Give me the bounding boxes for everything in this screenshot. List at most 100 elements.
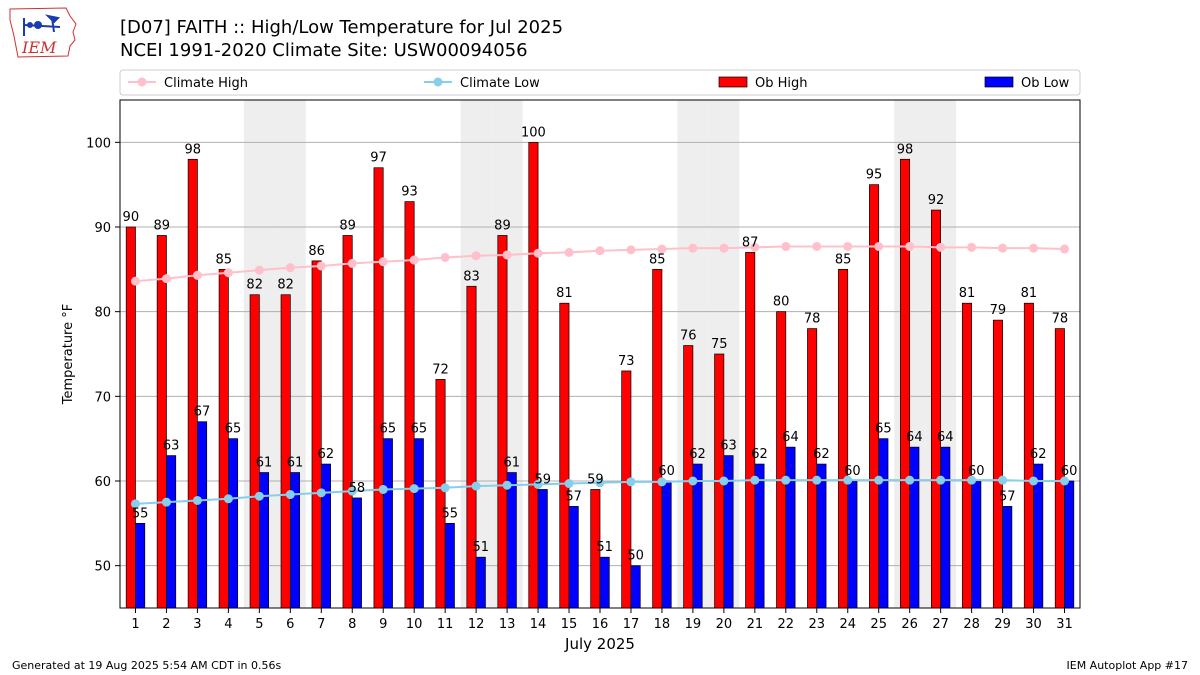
climate-high-point <box>750 242 760 252</box>
ob-low-value-label: 50 <box>627 549 644 564</box>
ob-low-value-label: 62 <box>1030 447 1047 462</box>
ob-high-bar <box>342 235 353 609</box>
climate-high-legend-label: Climate High <box>164 76 248 91</box>
ob-low-value-label: 51 <box>596 540 613 555</box>
ob-low-bar <box>135 522 146 609</box>
ob-high-value-label: 89 <box>339 218 356 233</box>
ob-high-bar <box>807 328 818 609</box>
ob-low-value-label: 61 <box>256 456 273 471</box>
ob-high-value-label: 97 <box>370 151 387 166</box>
climate-low-point <box>223 494 233 504</box>
legend-box <box>119 69 1081 96</box>
ob-low-bar <box>909 446 920 609</box>
climate-low-point <box>936 475 946 485</box>
x-tick-label: 29 <box>994 617 1011 632</box>
ob-low-bar <box>816 463 827 609</box>
ob-low-value-label: 65 <box>411 422 428 437</box>
ob-high-value-label: 92 <box>928 193 945 208</box>
climate-low-point <box>378 484 388 494</box>
ob-high-legend-swatch <box>718 76 748 88</box>
y-tick-label: 80 <box>94 306 111 321</box>
ob-low-bar <box>320 463 331 609</box>
ob-high-bar <box>249 294 260 609</box>
climate-low-legend-label: Climate Low <box>460 76 540 91</box>
ob-low-bar <box>568 506 579 609</box>
climate-high-point <box>471 251 481 261</box>
ob-low-value-label: 55 <box>132 506 149 521</box>
climate-low-point <box>781 475 791 485</box>
y-axis-label: Temperature °F <box>61 304 76 405</box>
ob-high-value-label: 76 <box>680 329 697 344</box>
ob-high-bar <box>776 311 787 609</box>
weather-station-icon <box>23 14 61 36</box>
x-tick-label: 2 <box>162 617 170 632</box>
ob-low-bar <box>878 438 889 609</box>
climate-low-point <box>564 479 574 489</box>
ob-low-value-label: 62 <box>813 447 830 462</box>
ob-high-value-label: 85 <box>649 252 666 267</box>
climate-high-point <box>595 246 605 256</box>
climate-high-point <box>1060 244 1070 254</box>
climate-high-point <box>719 243 729 253</box>
ob-high-value-label: 87 <box>742 235 759 250</box>
x-tick-label: 12 <box>468 617 485 632</box>
y-tick-label: 60 <box>94 475 111 490</box>
x-tick-label: 26 <box>901 617 918 632</box>
ob-low-bar <box>754 463 765 609</box>
ob-high-value-label: 78 <box>804 312 821 327</box>
ob-high-bar <box>218 268 229 609</box>
generated-footer: Generated at 19 Aug 2025 5:54 AM CDT in … <box>12 659 282 672</box>
ob-low-value-label: 65 <box>875 422 892 437</box>
ob-low-bar <box>847 480 858 609</box>
climate-high-point <box>936 242 946 252</box>
chart-subtitle: NCEI 1991-2020 Climate Site: USW00094056 <box>120 40 528 61</box>
climate-high-point <box>626 245 636 255</box>
ob-low-value-label: 60 <box>1061 464 1078 479</box>
x-tick-label: 15 <box>561 617 578 632</box>
climate-high-point <box>409 255 419 265</box>
x-tick-label: 23 <box>809 617 826 632</box>
ob-low-legend-label: Ob Low <box>1021 76 1070 91</box>
x-tick-label: 3 <box>193 617 201 632</box>
ob-low-bar <box>506 472 517 609</box>
ob-high-value-label: 90 <box>123 210 140 225</box>
ob-high-value-label: 83 <box>463 269 480 284</box>
ob-low-value-label: 62 <box>318 447 335 462</box>
ob-low-bar <box>940 446 951 609</box>
ob-low-value-label: 64 <box>906 430 923 445</box>
ob-low-bar <box>661 480 672 609</box>
climate-low-point <box>905 475 915 485</box>
ob-high-bar <box>900 158 911 609</box>
x-tick-label: 4 <box>224 617 232 632</box>
x-tick-label: 30 <box>1025 617 1042 632</box>
climate-high-point <box>688 243 698 253</box>
climate-high-point <box>378 257 388 267</box>
ob-low-value-label: 61 <box>503 456 520 471</box>
x-tick-label: 14 <box>530 617 547 632</box>
ob-high-bar <box>992 319 1003 609</box>
climate-high-point <box>812 241 822 251</box>
x-tick-label: 8 <box>348 617 356 632</box>
ob-low-bar <box>413 438 424 609</box>
ob-high-value-label: 95 <box>866 168 883 183</box>
x-tick-label: 13 <box>499 617 516 632</box>
climate-low-point <box>874 475 884 485</box>
climate-high-point <box>905 241 915 251</box>
climate-high-point <box>347 258 357 268</box>
ob-high-value-label: 81 <box>959 286 976 301</box>
climate-low-point <box>130 499 140 509</box>
ob-high-value-label: 85 <box>215 252 232 267</box>
app-footer: IEM Autoplot App #17 <box>1066 659 1189 672</box>
x-tick-label: 24 <box>839 617 856 632</box>
ob-low-value-label: 57 <box>565 489 582 504</box>
ob-low-value-label: 65 <box>380 422 397 437</box>
ob-low-value-label: 57 <box>999 489 1016 504</box>
climate-low-point <box>533 479 543 489</box>
ob-high-value-label: 73 <box>618 354 635 369</box>
ob-low-value-label: 67 <box>194 405 211 420</box>
climate-high-point <box>874 241 884 251</box>
climate-low-point <box>843 475 853 485</box>
ob-low-bar <box>1033 463 1044 609</box>
x-tick-label: 25 <box>870 617 887 632</box>
climate-low-point <box>285 490 295 500</box>
